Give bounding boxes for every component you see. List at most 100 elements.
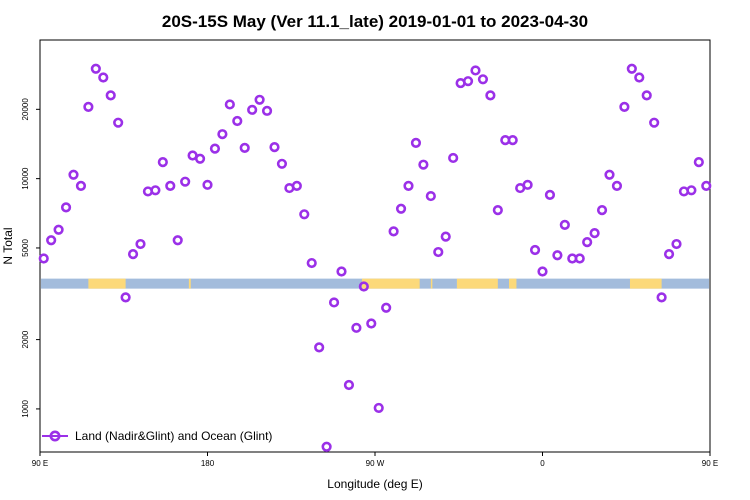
data-point: [68, 169, 79, 180]
data-point: [306, 257, 317, 269]
data-point: [194, 153, 206, 164]
data-point: [90, 63, 101, 74]
data-point: [358, 281, 369, 292]
data-point: [98, 72, 109, 83]
plot-frame: [39, 39, 711, 453]
data-point: [232, 115, 243, 127]
data-point: [559, 219, 570, 230]
data-point: [611, 180, 623, 191]
data-point: [180, 176, 191, 187]
data-point: [321, 441, 332, 452]
y-tick-label: 1000: [21, 399, 30, 417]
data-point: [373, 402, 384, 414]
y-axis-label: N Total: [1, 227, 15, 264]
data-point: [395, 203, 407, 214]
data-point: [381, 302, 392, 313]
data-point: [291, 180, 302, 191]
data-point: [596, 205, 608, 216]
x-tick-label: 90 W: [366, 459, 385, 468]
data-point: [105, 90, 116, 101]
data-point: [656, 292, 667, 303]
data-point: [202, 179, 213, 190]
data-point: [60, 202, 72, 213]
data-point: [619, 101, 630, 112]
data-point: [209, 143, 221, 154]
data-point: [425, 190, 436, 202]
x-tick-label: 0: [540, 459, 545, 468]
data-point: [686, 185, 697, 196]
data-point: [582, 237, 593, 248]
data-point: [641, 90, 652, 101]
land-band: [629, 278, 662, 289]
data-point: [522, 179, 533, 190]
data-point: [157, 156, 168, 168]
legend-marker: [49, 430, 61, 442]
data-point: [150, 185, 161, 196]
data-point: [410, 137, 422, 148]
land-band: [88, 278, 126, 289]
data-point: [224, 99, 235, 110]
data-point: [53, 224, 64, 235]
land-band: [430, 278, 433, 289]
data-point: [314, 342, 325, 353]
data-point: [276, 158, 288, 169]
data-point: [172, 235, 183, 246]
data-point: [261, 105, 273, 116]
data-point: [127, 249, 139, 260]
y-tick-label: 20000: [21, 98, 30, 121]
data-point: [343, 379, 355, 391]
data-point: [254, 94, 265, 105]
legend: Land (Nadir&Glint) and Ocean (Glint): [42, 429, 272, 443]
surface-strip: [41, 278, 709, 289]
data-point: [38, 253, 49, 264]
land-band: [509, 278, 517, 289]
land-band: [456, 278, 498, 289]
data-point: [529, 244, 541, 256]
y-axis: 1000 2000 5000 10000 20000: [21, 98, 40, 418]
data-point: [470, 65, 481, 76]
legend-label: Land (Nadir&Glint) and Ocean (Glint): [75, 429, 272, 443]
data-point: [537, 266, 548, 277]
data-point: [366, 318, 377, 329]
data-point: [574, 253, 585, 264]
data-point: [462, 76, 474, 87]
data-point: [418, 159, 429, 170]
data-point: [299, 209, 310, 220]
y-tick-label: 10000: [21, 167, 30, 190]
data-point: [388, 226, 399, 237]
data-point: [485, 90, 496, 101]
land-band: [361, 278, 420, 289]
data-point: [663, 249, 675, 260]
data-point: [693, 156, 704, 168]
data-point: [477, 74, 489, 85]
data-point: [634, 72, 645, 83]
data-point: [165, 180, 176, 191]
data-point: [440, 231, 451, 242]
x-tick-label: 180: [201, 459, 215, 468]
x-axis-label: Longitude (deg E): [327, 477, 422, 491]
data-point: [239, 142, 250, 153]
x-tick-label: 90 E: [702, 459, 718, 468]
data-point: [701, 180, 712, 191]
data-point: [589, 228, 600, 239]
y-tick-label: 2000: [21, 330, 30, 348]
data-point: [492, 205, 503, 216]
data-point: [351, 322, 362, 333]
x-tick-label: 90 E: [32, 459, 48, 468]
data-point: [75, 180, 87, 191]
data-point: [46, 235, 57, 246]
data-point: [135, 238, 146, 250]
chart-title: 20S-15S May (Ver 11.1_late) 2019-01-01 t…: [162, 12, 588, 31]
data-point: [604, 169, 615, 180]
data-point: [269, 142, 280, 153]
data-point: [113, 117, 124, 128]
data-point: [247, 104, 258, 115]
data-point: [83, 101, 94, 112]
data-point: [626, 63, 637, 74]
data-point: [120, 292, 131, 303]
data-point: [671, 238, 682, 250]
data-point: [328, 297, 340, 308]
data-series: [38, 63, 712, 452]
data-point: [403, 180, 414, 191]
